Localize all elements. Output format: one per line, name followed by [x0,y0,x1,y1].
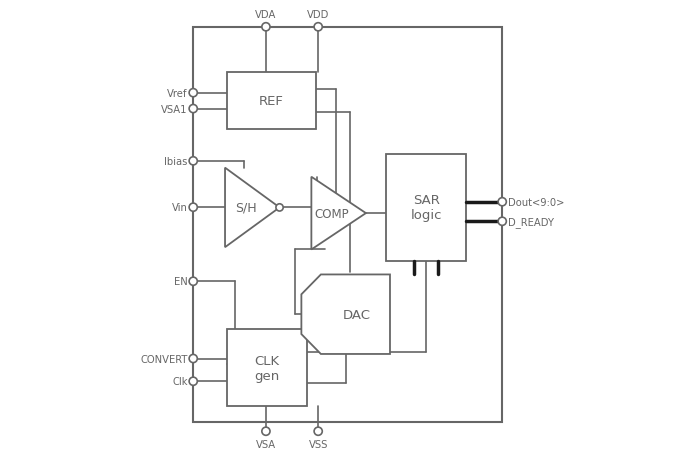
Bar [193,28,502,422]
Circle shape [189,355,197,363]
Circle shape [314,23,322,32]
Text: VDD: VDD [307,10,330,20]
Text: S/H: S/H [235,202,257,214]
Circle shape [276,204,284,212]
Text: D_READY: D_READY [508,216,554,227]
Circle shape [189,105,197,113]
Text: Ibias: Ibias [164,157,188,167]
Text: CONVERT: CONVERT [141,354,188,364]
Polygon shape [312,177,366,250]
Text: DAC: DAC [342,308,370,321]
Text: SAR
logic: SAR logic [410,194,442,222]
Circle shape [189,377,197,386]
Text: VSA1: VSA1 [161,104,188,114]
Circle shape [189,278,197,286]
Circle shape [314,427,322,436]
Circle shape [189,204,197,212]
Polygon shape [302,275,390,354]
Circle shape [262,23,270,32]
Circle shape [498,218,506,226]
Text: VSA: VSA [256,439,276,449]
Text: Vref: Vref [167,89,188,98]
Bar [228,73,316,130]
Circle shape [189,90,197,98]
Bar [228,329,307,406]
Circle shape [262,427,270,436]
Text: COMP: COMP [315,207,349,220]
Text: Vin: Vin [172,203,188,213]
Text: CLK
gen: CLK gen [254,354,280,382]
Circle shape [189,157,197,166]
Text: VSS: VSS [309,439,328,449]
Text: EN: EN [174,277,188,286]
Text: VDA: VDA [256,10,276,20]
Bar [386,155,466,261]
Text: Dout<9:0>: Dout<9:0> [508,197,564,207]
Polygon shape [225,168,279,248]
Text: Clk: Clk [172,376,188,386]
Circle shape [498,198,506,207]
Text: REF: REF [259,95,284,108]
